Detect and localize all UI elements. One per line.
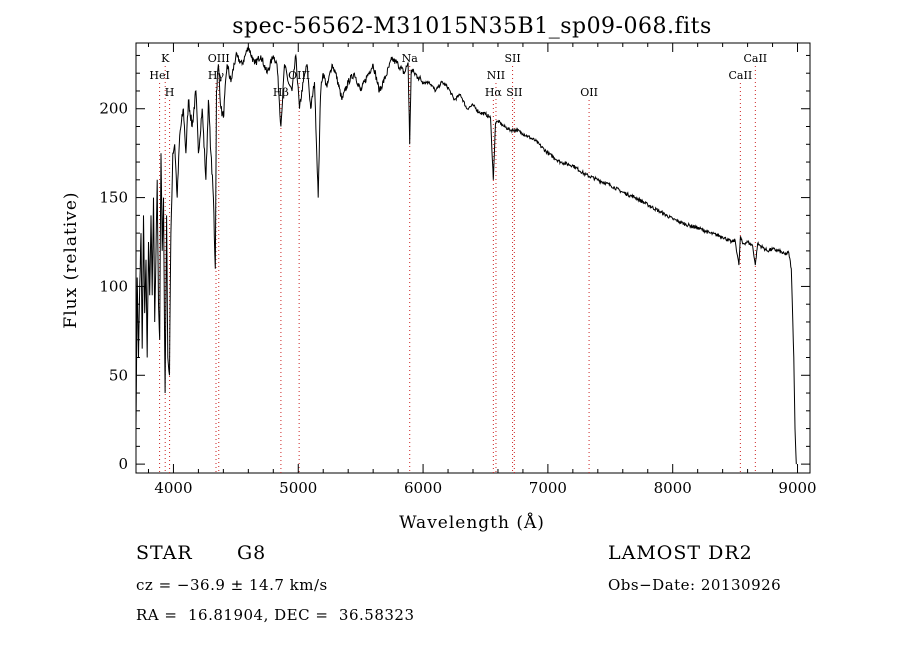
x-axis-label: Wavelength (Å) <box>399 512 545 533</box>
spectral-line-label: SII <box>506 86 522 99</box>
x-tick-label: 5000 <box>279 479 317 497</box>
spectral-line-label: Hα <box>485 86 503 99</box>
y-tick-label: 50 <box>109 366 128 384</box>
x-tick-label: 4000 <box>154 479 192 497</box>
x-tick-label: 8000 <box>654 479 692 497</box>
spectral-line-label: K <box>161 52 170 65</box>
y-tick-label: 200 <box>99 100 128 118</box>
coordinates: RA = 16.81904, DEC = 36.58323 <box>136 606 415 624</box>
observation-date: Obs−Date: 20130926 <box>608 576 782 594</box>
spectral-line-label: CaII <box>743 52 767 65</box>
spectral-line-label: Hβ <box>273 86 289 99</box>
spectral-line-label: Na <box>402 52 419 65</box>
redshift-cz: cz = −36.9 ± 14.7 km/s <box>136 576 328 594</box>
spectral-line-label: OII <box>580 86 598 99</box>
x-tick-label: 9000 <box>778 479 816 497</box>
spectral-line-label: HeI <box>149 69 169 82</box>
y-tick-label: 150 <box>99 189 128 207</box>
spectral-line-label: NII <box>487 69 505 82</box>
y-tick-label: 0 <box>118 455 128 473</box>
spectral-line-label: OIII <box>288 69 310 82</box>
object-subclass: G8 <box>237 542 267 564</box>
spectrum-series-line <box>135 46 797 465</box>
y-axis-label: Flux (relative) <box>61 191 81 328</box>
x-tick-label: 7000 <box>529 479 567 497</box>
survey-name: LAMOST DR2 <box>608 542 753 564</box>
x-tick-label: 6000 <box>404 479 442 497</box>
plot-frame <box>135 42 811 474</box>
spectral-line-label: H <box>165 86 175 99</box>
object-class: STAR <box>136 542 193 564</box>
chart-title: spec-56562-M31015N35B1_sp09-068.fits <box>232 14 712 39</box>
spectral-line-label: CaII <box>729 69 753 82</box>
spectral-line-label: Hγ <box>208 69 225 82</box>
spectral-line-label: OIII <box>208 52 230 65</box>
axis-ticks: 4000 5000 6000 7000 8000 9000 0 50 100 150 200 <box>99 43 817 497</box>
y-tick-label: 100 <box>99 277 128 295</box>
spectral-line-label: SII <box>504 52 520 65</box>
